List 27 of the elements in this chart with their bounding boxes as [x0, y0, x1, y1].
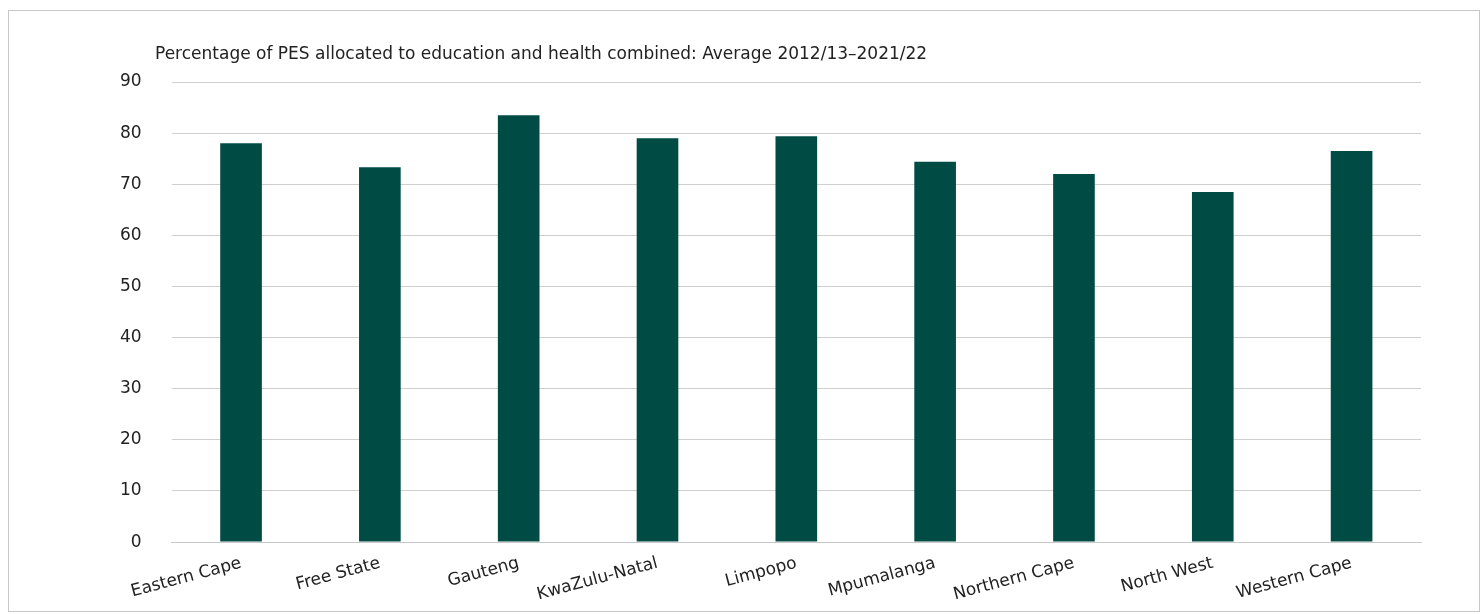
- y-tick-label: 0: [130, 530, 142, 551]
- y-tick-label: 50: [119, 274, 142, 295]
- x-tick-label: Northern Cape: [950, 551, 1077, 604]
- x-tick-label: North West: [1118, 551, 1216, 596]
- bar: [914, 161, 956, 542]
- x-tick-label: Limpopo: [722, 551, 799, 590]
- x-tick-label: Western Cape: [1233, 551, 1354, 602]
- y-tick-label: 80: [119, 121, 142, 142]
- x-tick-label: Eastern Cape: [128, 551, 244, 601]
- bar: [1053, 174, 1095, 542]
- bar: [1191, 191, 1234, 542]
- bar: [497, 115, 540, 542]
- y-tick-label: 30: [119, 377, 142, 398]
- y-tick-label: 90: [119, 70, 142, 91]
- y-tick-label: 40: [119, 326, 142, 347]
- y-tick-label: 20: [119, 428, 142, 449]
- chart-title: Percentage of PES allocated to education and health combined: Average 2012/13–2021/22: [155, 43, 928, 63]
- bar: [359, 167, 401, 542]
- bar: [636, 138, 679, 542]
- y-tick-label: 70: [119, 172, 142, 193]
- bar: [775, 136, 818, 542]
- x-tick-label: Free State: [293, 551, 383, 594]
- y-tick-label: 60: [119, 223, 142, 244]
- x-tick-label: Gauteng: [445, 551, 521, 590]
- y-tick-label: 10: [119, 479, 142, 500]
- bar: [1330, 151, 1373, 542]
- bar: [220, 143, 262, 542]
